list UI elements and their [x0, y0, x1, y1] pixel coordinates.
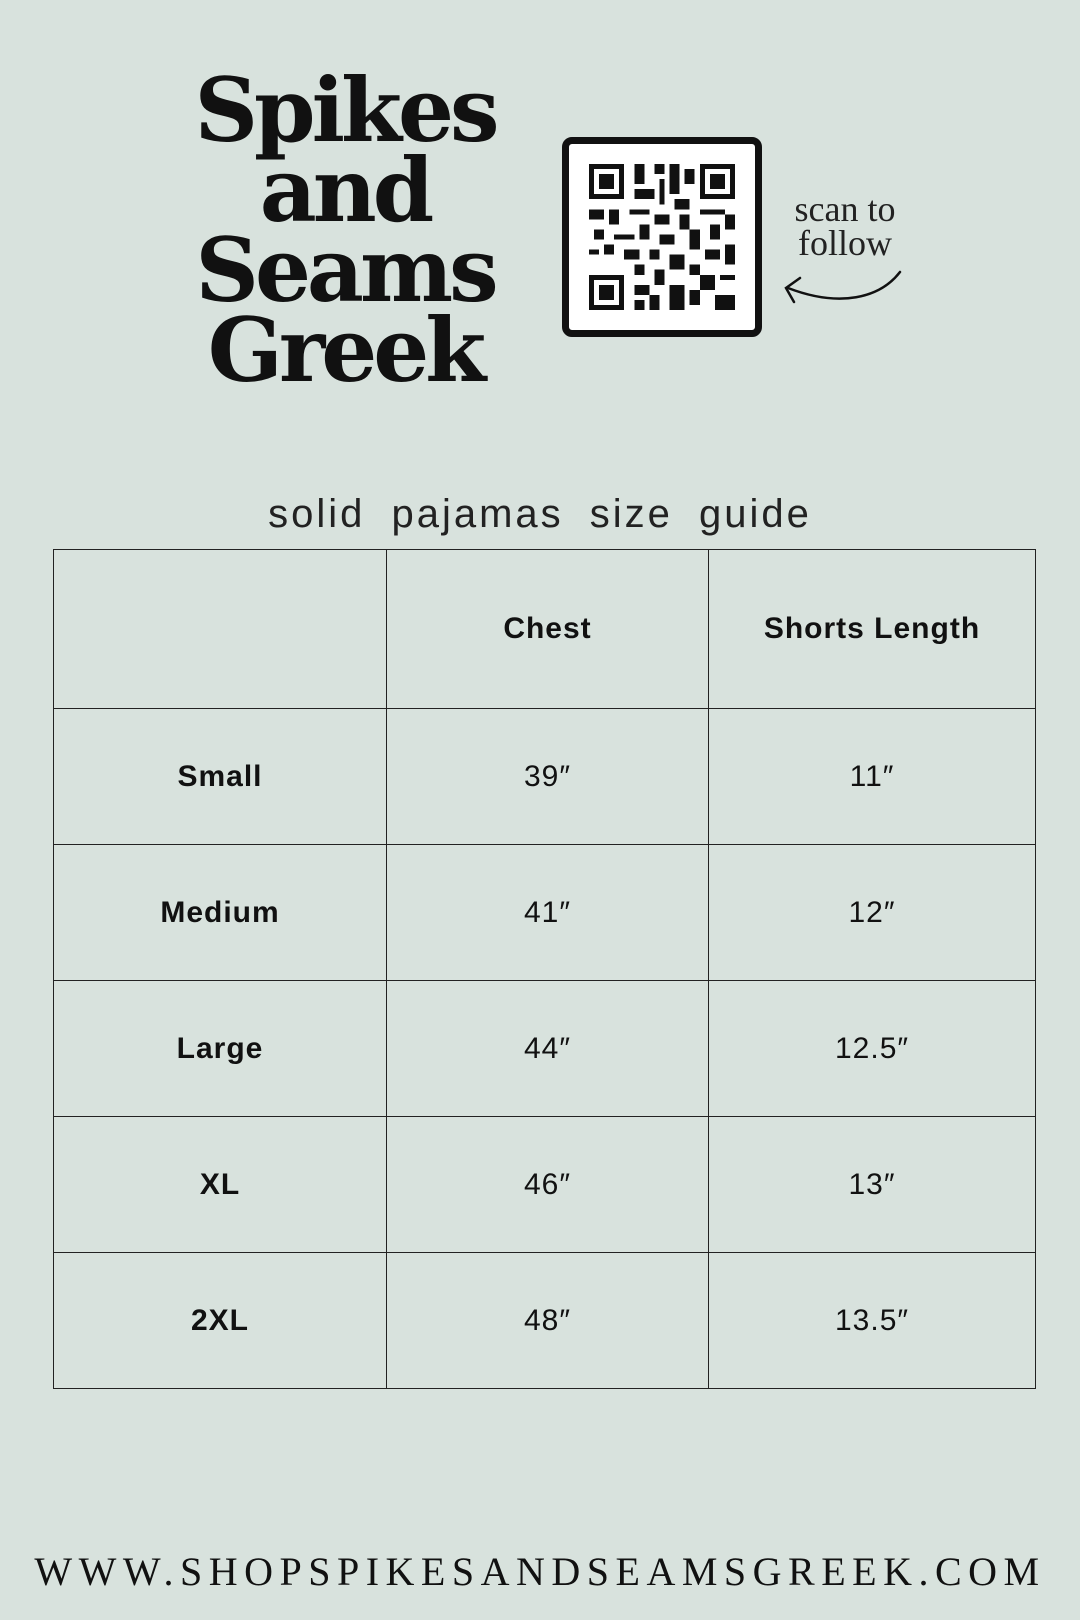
- logo-line: and: [259, 138, 435, 242]
- size-cell: Large: [53, 980, 387, 1117]
- table-row: XL 46″ 13″: [53, 1116, 1036, 1253]
- logo-line: Greek: [207, 298, 486, 402]
- size-cell: Medium: [53, 844, 387, 981]
- table-row: Medium 41″ 12″: [53, 844, 1036, 981]
- header-cell: Shorts Length: [708, 549, 1036, 709]
- size-cell: 2XL: [53, 1252, 387, 1389]
- shorts-length-cell: 11″: [708, 708, 1036, 845]
- scan-caption: scan to follow: [780, 189, 910, 263]
- brand-logo: Spikes and Seams Greek: [180, 58, 510, 402]
- chest-cell: 46″: [386, 1116, 709, 1253]
- chest-cell: 41″: [386, 844, 709, 981]
- chest-cell: 48″: [386, 1252, 709, 1389]
- website-url[interactable]: WWW.SHOPSPIKESANDSEAMSGREEK.COM: [34, 1549, 1046, 1594]
- qr-code-icon[interactable]: [562, 137, 762, 337]
- size-table: Chest Shorts Length Small 39″ 11″ Medium…: [53, 549, 1036, 1389]
- table-row: Large 44″ 12.5″: [53, 980, 1036, 1117]
- header-cell: Chest: [386, 549, 709, 709]
- scan-caption-line: scan to: [794, 189, 896, 229]
- curved-arrow-left-icon: [784, 270, 902, 304]
- table-row: 2XL 48″ 13.5″: [53, 1252, 1036, 1389]
- table-header-row: Chest Shorts Length: [53, 549, 1036, 709]
- table-row: Small 39″ 11″: [53, 708, 1036, 845]
- scan-caption-line: follow: [798, 223, 892, 263]
- shorts-length-cell: 13″: [708, 1116, 1036, 1253]
- chest-cell: 44″: [386, 980, 709, 1117]
- logo-line: Spikes: [194, 58, 499, 162]
- shorts-length-cell: 12.5″: [708, 980, 1036, 1117]
- shorts-length-cell: 13.5″: [708, 1252, 1036, 1389]
- shorts-length-cell: 12″: [708, 844, 1036, 981]
- size-cell: XL: [53, 1116, 387, 1253]
- page-title: solid pajamas size guide: [268, 492, 812, 536]
- logo-line: Seams: [195, 218, 498, 322]
- chest-cell: 39″: [386, 708, 709, 845]
- header-cell: [53, 549, 387, 709]
- size-cell: Small: [53, 708, 387, 845]
